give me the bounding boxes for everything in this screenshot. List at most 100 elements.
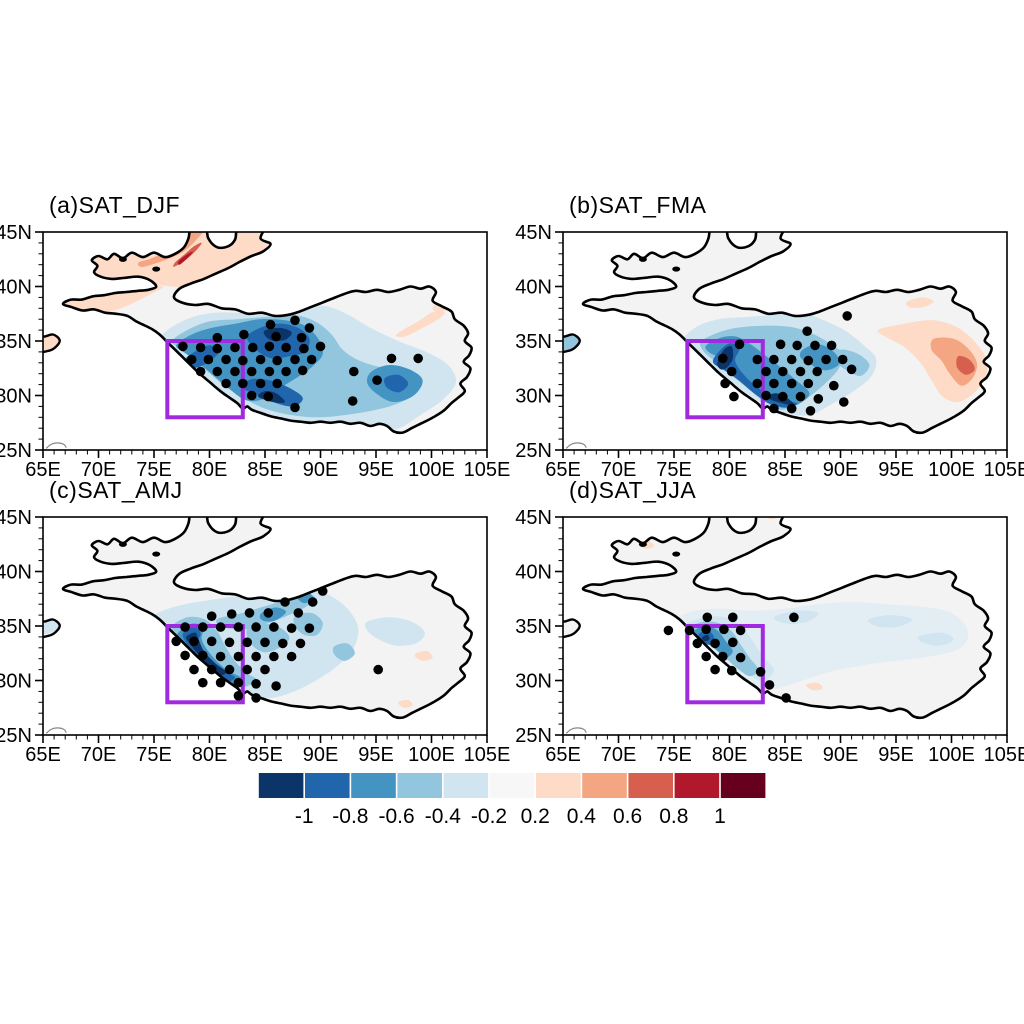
stipple-dot [837,354,848,365]
x-tick-label: 90E [303,744,339,766]
x-tick-label: 80E [192,459,228,481]
stipple-dot [263,608,274,618]
plateau-outline [581,517,993,720]
stipple-dot [230,342,240,353]
colorbar-cell [258,773,304,798]
y-tick-label: 30N [0,386,32,408]
panel-b-title: (b)SAT_FMA [569,192,707,218]
y-tick-label: 45N [515,507,552,529]
stipple-dot [206,664,217,675]
contour-fill-c1 [247,323,310,359]
lake-contour-arc [565,727,587,734]
contour-fill-c6 [398,699,413,708]
stipple-dot [710,638,720,649]
stipple-dot [726,366,737,377]
stipple-dot [761,390,771,401]
y-tick-label: 30N [515,671,552,693]
map-svg-b: 65E 70E 75E 80E 85E 90E 95E 100E 105E 25N 30N 35N 40… [515,222,1024,481]
stipple-dot [242,664,252,675]
stipple-dot [215,622,226,632]
stipple-dot [803,378,814,389]
stipple-dot [272,355,283,366]
boundary-island [672,551,681,557]
colorbar-tick-label: -0.8 [332,805,368,828]
stipple-dot [215,651,226,662]
panel-sat-fma: (b)SAT_FMA 65E 70E 75E 80E 85E 90E 95E 100E 105E… [515,190,1024,485]
stipple-dot [795,391,806,402]
y-tick-label: 30N [0,671,32,693]
x-tick-label: 105E [464,744,511,766]
x-tick-label: 100E [408,459,455,481]
stipple-dot [735,652,746,663]
contour-fill-c1 [384,374,409,393]
y-tick-label: 40N [515,277,552,299]
stipple-dot [255,354,266,365]
stipple-dot [728,637,738,648]
boundary-island [152,266,161,272]
colorbar-cell [582,773,627,798]
x-tick-label: 65E [25,744,61,766]
y-tick-label: 45N [0,507,32,529]
stipple-dot [180,650,190,661]
stipple-dot [813,394,824,404]
stipple-dot [269,651,279,662]
colorbar-tick-label: -1 [295,805,314,828]
x-tick-label: 65E [545,744,581,766]
stipple-dot [701,624,711,635]
stipple-dot [752,378,763,389]
x-tick-label: 95E [358,744,394,766]
stipple-dot [195,342,206,353]
y-tick-label: 30N [515,386,552,408]
stipple-dot [846,364,857,375]
boundary-island [118,256,127,262]
colorbar-svg: -1 -0.8 -0.6 -0.4 -0.2 0.2 0.4 0.6 0.8 1 [258,773,766,828]
stipple-dot [221,378,231,389]
boundary-island [118,541,127,547]
colorbar-cell [489,773,535,798]
contour-fill-c6 [906,297,934,308]
colorbar-cell [397,773,442,798]
stipple-dot [702,612,713,623]
stipple-dot [786,403,797,414]
boundary-island [152,551,161,557]
stipple-dot [189,664,199,675]
panel-c-title: (c)SAT_AMJ [49,477,183,503]
stipple-dot [198,622,208,632]
x-tick-label: 75E [136,459,172,481]
contour-fill-c4 [43,618,61,636]
stipple-dot [315,341,326,352]
stipple-dot [265,319,276,330]
stipple-dot [720,378,730,389]
stipple-dot [264,366,275,377]
y-tick-label: 40N [515,562,552,584]
x-tick-label: 85E [767,459,803,481]
x-tick-label: 80E [192,744,228,766]
stipple-dot [226,609,237,619]
y-tick-label: 35N [0,616,32,638]
stipple-dot [251,693,261,703]
x-tick-label: 85E [247,744,283,766]
x-tick-label: 90E [823,459,859,481]
panel-sat-djf: (a)SAT_DJF 65E 70E 75E 80E 85E 90E 95E 100E 105E… [0,190,512,485]
stipple-dot [789,612,799,623]
contour-fill-c6 [59,285,164,313]
x-tick-label: 75E [656,744,692,766]
x-tick-label: 90E [303,459,339,481]
colorbar-cell [443,773,489,798]
colorbar-tick-label: 0.4 [567,805,597,828]
stipple-dot [280,597,290,607]
stipple-dot [212,366,223,377]
stipple-dot [728,612,738,623]
stipple-dot [278,638,288,649]
contour-fill-c4 [917,632,954,646]
x-tick-label: 70E [601,459,637,481]
stipple-dot [296,332,307,343]
stipple-dot [224,664,235,675]
map-frame-clip-group [43,232,473,449]
panel-d-title: (d)SAT_JJA [569,477,697,503]
x-tick-label: 85E [767,744,803,766]
plateau-west-fragment-outline [563,618,581,639]
x-tick-label: 75E [656,459,692,481]
colorbar-cell [628,773,673,798]
stipple-dot [769,354,779,365]
